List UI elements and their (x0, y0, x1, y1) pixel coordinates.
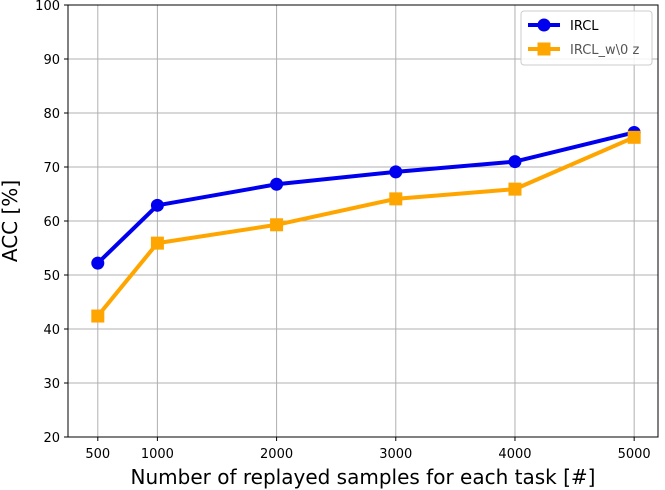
data-point (270, 218, 284, 232)
x-tick-label: 5000 (618, 447, 651, 462)
data-point (508, 155, 522, 169)
series-layer (91, 125, 641, 323)
legend-marker (537, 42, 551, 56)
legend-marker (537, 18, 551, 32)
x-axis-label: Number of replayed samples for each task… (131, 465, 596, 489)
data-point (150, 198, 164, 212)
legend: IRCL IRCL_w\0 z (520, 10, 653, 66)
y-tick-label: 70 (43, 161, 60, 176)
data-point (627, 130, 641, 144)
x-tick-label: 500 (85, 447, 110, 462)
x-tick-label: 3000 (379, 447, 412, 462)
y-tick-label: 30 (43, 377, 60, 392)
x-tick-label: 4000 (498, 447, 531, 462)
series-ircl-wo-z (91, 130, 641, 323)
y-tick-label: 80 (43, 107, 60, 122)
data-point (389, 192, 403, 206)
legend-item: IRCL (528, 18, 599, 34)
data-point (508, 182, 522, 196)
legend-item: IRCL_w\0 z (528, 42, 639, 58)
series-line (96, 135, 635, 318)
x-tick-label: 1000 (141, 447, 174, 462)
data-point (150, 236, 164, 250)
y-tick-label: 100 (35, 0, 60, 14)
data-point (91, 256, 105, 270)
y-tick-label: 50 (43, 269, 60, 284)
legend-label: IRCL (570, 19, 599, 34)
y-tick-label: 20 (43, 431, 60, 446)
data-point (91, 309, 105, 323)
y-tick-label: 60 (43, 215, 60, 230)
legend-label: IRCL_w\0 z (570, 43, 639, 58)
axis-ticks: 500 1000 2000 3000 4000 5000 20 30 40 50 60 70 80 90 1… (35, 0, 651, 462)
y-tick-label: 90 (43, 53, 60, 68)
series-line (96, 130, 635, 265)
data-point (270, 177, 284, 191)
y-axis-label: ACC [%] (0, 180, 22, 262)
y-tick-label: 40 (43, 323, 60, 338)
data-point (389, 165, 403, 179)
x-tick-label: 2000 (260, 447, 293, 462)
